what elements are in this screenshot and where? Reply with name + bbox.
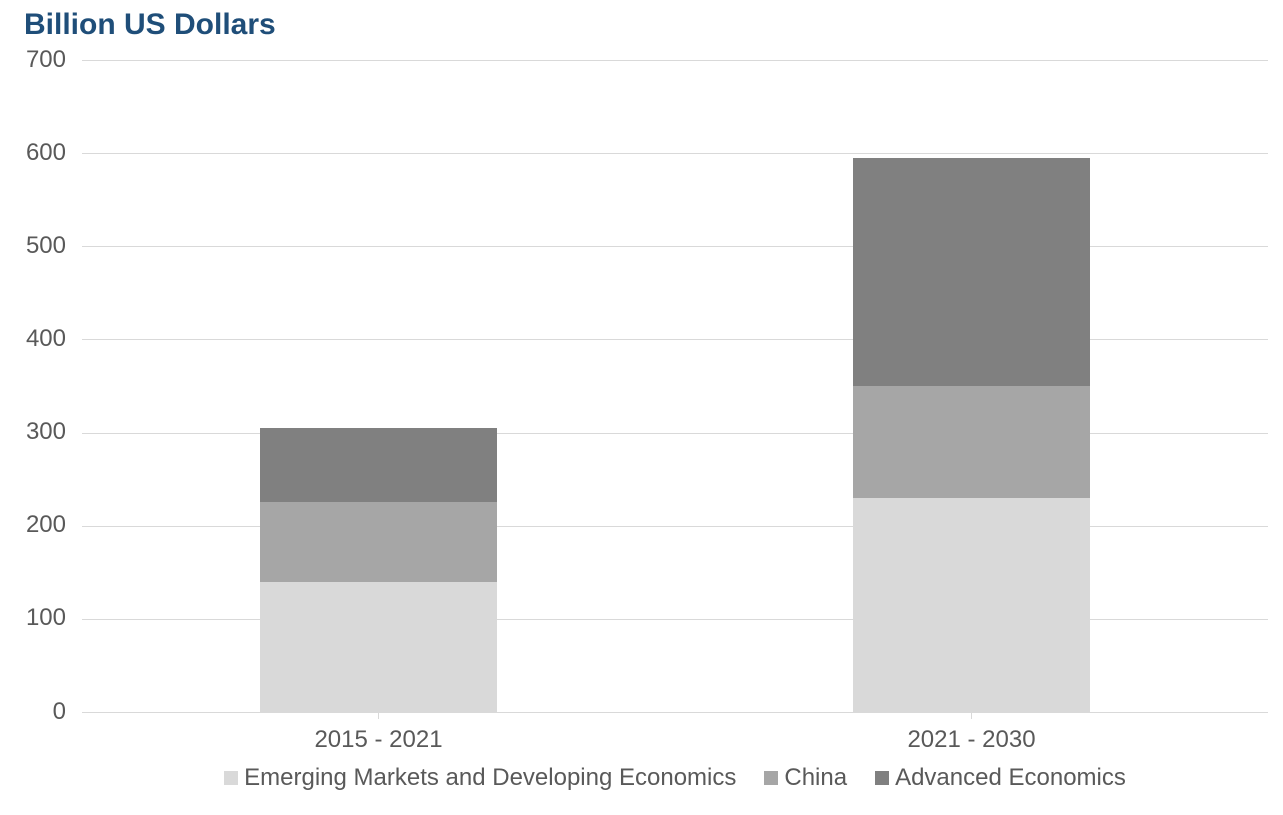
bar-segment-china xyxy=(260,502,497,581)
y-tick-label: 700 xyxy=(0,46,66,74)
legend-label: Emerging Markets and Developing Economic… xyxy=(244,764,736,792)
legend-item-emerging: Emerging Markets and Developing Economic… xyxy=(224,764,736,792)
y-tick-label: 300 xyxy=(0,418,66,446)
legend-label: China xyxy=(784,764,847,792)
y-tick-label: 0 xyxy=(0,698,66,726)
legend: Emerging Markets and Developing Economic… xyxy=(82,764,1268,792)
bar-segment-china xyxy=(853,386,1090,498)
y-tick-label: 600 xyxy=(0,139,66,167)
legend-item-advanced: Advanced Economics xyxy=(875,764,1126,792)
legend-swatch-china xyxy=(764,771,778,785)
y-tick-label: 400 xyxy=(0,325,66,353)
y-tick-label: 500 xyxy=(0,232,66,260)
legend-label: Advanced Economics xyxy=(895,764,1126,792)
gridline xyxy=(82,246,1268,247)
bar-segment-emerging xyxy=(853,498,1090,712)
legend-swatch-advanced xyxy=(875,771,889,785)
gridline xyxy=(82,153,1268,154)
chart-title: Billion US Dollars xyxy=(24,8,276,42)
y-tick-label: 200 xyxy=(0,511,66,539)
legend-item-china: China xyxy=(764,764,847,792)
x-tick-mark xyxy=(971,712,972,719)
legend-swatch-emerging xyxy=(224,771,238,785)
y-tick-label: 100 xyxy=(0,604,66,632)
x-tick-label: 2015 - 2021 xyxy=(82,726,675,754)
x-tick-mark xyxy=(378,712,379,719)
stacked-bar-chart: Billion US Dollars 0 100 200 300 400 500 600 700… xyxy=(0,0,1283,815)
bar-segment-advanced xyxy=(853,158,1090,386)
bar-segment-advanced xyxy=(260,428,497,503)
gridline xyxy=(82,60,1268,61)
x-tick-label: 2021 - 2030 xyxy=(675,726,1268,754)
bar-segment-emerging xyxy=(260,582,497,712)
x-axis-line xyxy=(82,712,1268,713)
gridline xyxy=(82,339,1268,340)
